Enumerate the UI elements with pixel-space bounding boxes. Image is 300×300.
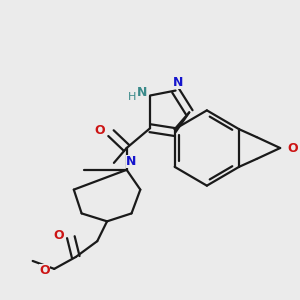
Text: H: H	[128, 92, 137, 103]
Text: N: N	[173, 76, 184, 89]
Text: O: O	[288, 142, 298, 154]
Text: O: O	[39, 264, 50, 278]
Text: N: N	[137, 86, 148, 99]
Text: O: O	[54, 229, 64, 242]
Text: N: N	[126, 155, 137, 168]
Text: O: O	[94, 124, 104, 137]
